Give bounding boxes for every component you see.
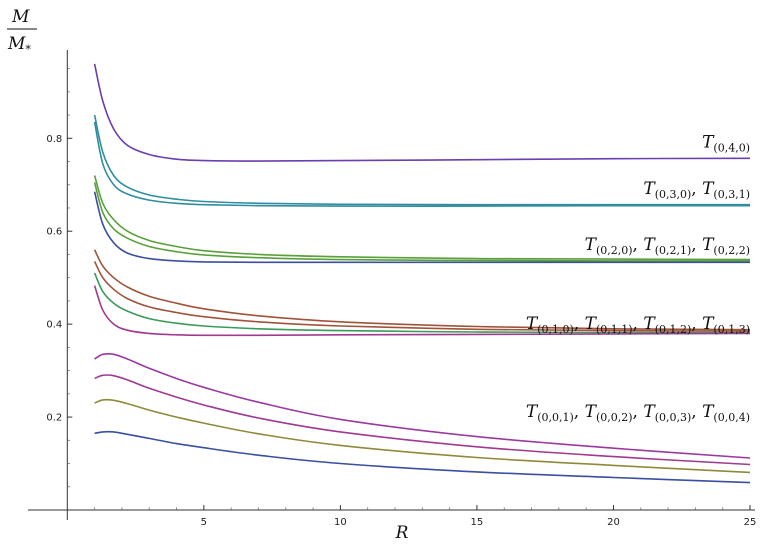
series-line (93, 285, 751, 337)
series-line (93, 63, 751, 162)
curve-label: T(0,1,0), T(0,1,1), T(0,1,2), T(0,1,3) (526, 314, 750, 336)
y-tick-label: 0.6 (46, 227, 62, 238)
series-line (93, 191, 750, 264)
x-tick-label: 15 (471, 517, 484, 528)
curve-labels: T(0,4,0) T(0,3,0), T(0,3,1) T(0,2,0), T(0,… (526, 133, 750, 424)
series-line (93, 249, 751, 331)
y-axis-denominator: M* (7, 34, 31, 56)
x-tick-label: 20 (607, 517, 620, 528)
y-tick-label: 0.2 (46, 413, 62, 424)
y-tick-label: 0.4 (46, 320, 62, 331)
x-tick-label: 10 (334, 517, 347, 528)
x-tick-label: 5 (201, 517, 207, 528)
series-line (93, 114, 750, 206)
series-line (93, 261, 751, 332)
y-tick-label: 0.8 (46, 134, 62, 145)
series-line (93, 121, 751, 207)
x-tick-label: 25 (744, 517, 757, 528)
x-axis-title: R (395, 523, 409, 543)
curve-label: T(0,3,0), T(0,3,1) (643, 179, 750, 201)
series-line (94, 352, 751, 459)
series-line (93, 182, 751, 262)
curve-label: T(0,0,1), T(0,0,2), T(0,0,3), T(0,0,4) (526, 402, 750, 424)
series-line (94, 374, 751, 466)
curve-label: T(0,2,0), T(0,2,1), T(0,2,2) (585, 235, 750, 257)
series-line (93, 272, 751, 334)
series-line (94, 430, 751, 484)
series-line (94, 398, 751, 474)
series-line (93, 175, 751, 261)
y-axis-title: M M* (7, 7, 37, 56)
curve-label: T(0,4,0) (702, 133, 750, 155)
y-axis-numerator: M (11, 7, 30, 27)
axes: 5 10 15 20 25 0.2 0.4 0.6 0.8 (28, 50, 756, 528)
curves (93, 63, 751, 484)
